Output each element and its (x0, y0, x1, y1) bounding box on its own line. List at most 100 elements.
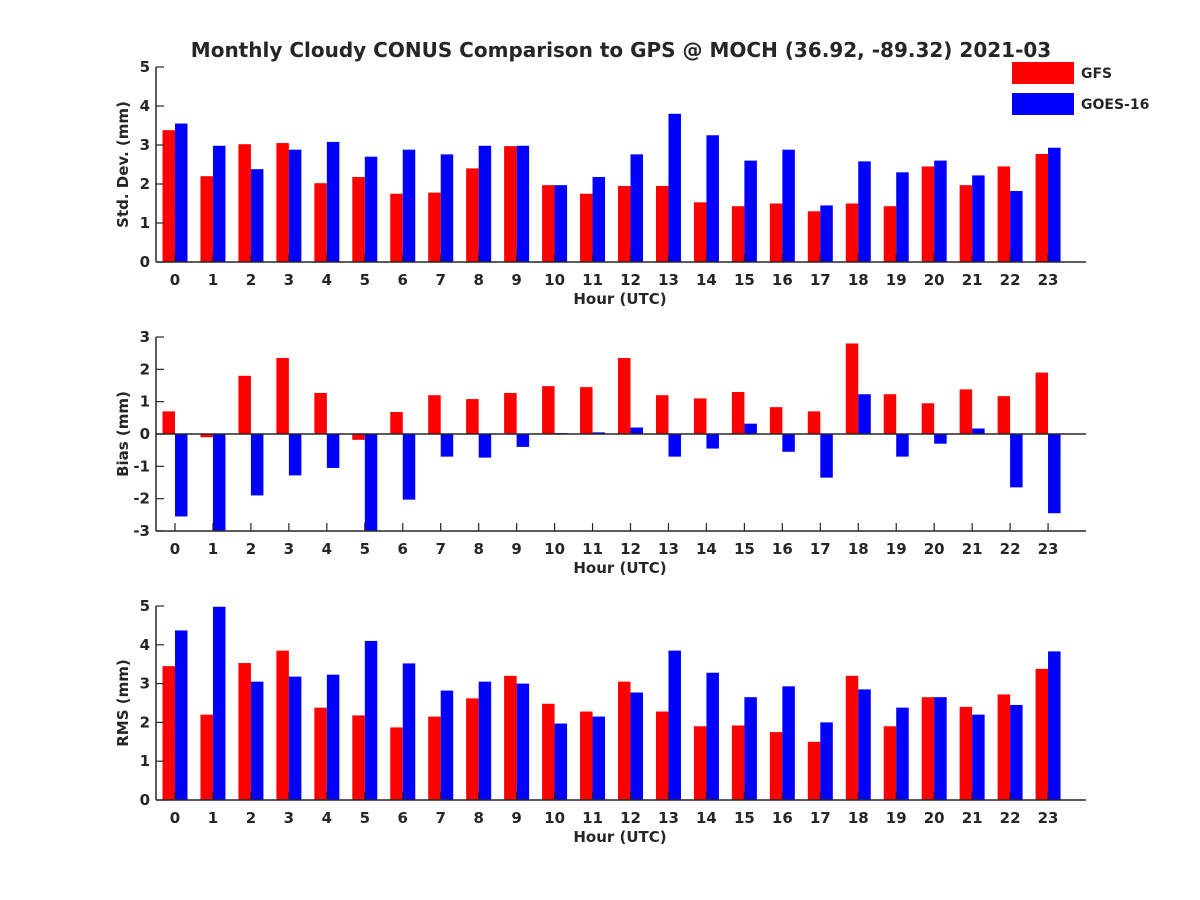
bar-goes-16-hour-8 (478, 681, 492, 800)
y-tick-label: 3 (140, 328, 150, 346)
bar-goes-16-hour-10 (554, 185, 568, 262)
bar-goes-16-hour-1 (212, 606, 226, 800)
bar-gfs-hour-9 (504, 392, 517, 434)
bar-gfs-hour-14 (693, 398, 707, 434)
bar-gfs-hour-8 (466, 698, 479, 800)
bar-goes-16-hour-15 (744, 697, 757, 800)
x-tick-label: 22 (1000, 540, 1021, 558)
legend-swatch-gfs (1012, 62, 1074, 84)
bar-goes-16-hour-11 (592, 176, 606, 262)
x-tick-label: 15 (734, 809, 755, 827)
y-axis-label: Bias (mm) (114, 391, 132, 477)
y-tick-label: 5 (140, 597, 150, 615)
y-tick-label: 0 (140, 791, 150, 809)
legend: GFS GOES-16 (1012, 62, 1149, 115)
x-tick-label: 12 (620, 809, 641, 827)
bar-gfs-hour-20 (921, 166, 935, 262)
bar-gfs-hour-10 (542, 386, 555, 434)
bar-goes-16-hour-4 (326, 674, 340, 800)
bar-goes-16-hour-23 (1048, 651, 1061, 800)
x-tick-label: 1 (208, 271, 218, 289)
x-tick-label: 9 (511, 809, 521, 827)
bar-gfs-hour-10 (542, 185, 555, 262)
bar-goes-16-hour-19 (896, 172, 909, 262)
x-tick-label: 4 (322, 809, 332, 827)
bar-goes-16-hour-9 (516, 683, 530, 800)
x-tick-label: 14 (696, 540, 717, 558)
bar-goes-16-hour-22 (1010, 434, 1023, 488)
bar-gfs-hour-17 (807, 211, 821, 262)
x-axis-label: Hour (UTC) (573, 290, 666, 308)
bar-gfs-hour-9 (504, 675, 517, 800)
x-tick-label: 20 (924, 540, 945, 558)
bar-goes-16-hour-21 (972, 175, 985, 262)
y-tick-label: 2 (140, 360, 150, 378)
bar-gfs-hour-15 (731, 391, 745, 434)
bar-goes-16-hour-16 (782, 434, 795, 452)
bar-goes-16-hour-0 (175, 630, 188, 800)
x-tick-label: 14 (696, 271, 717, 289)
bar-goes-16-hour-5 (364, 156, 378, 262)
bar-gfs-hour-4 (314, 392, 327, 434)
bar-goes-16-hour-12 (630, 427, 644, 434)
chart-title: Monthly Cloudy CONUS Comparison to GPS @… (191, 38, 1051, 62)
x-tick-label: 4 (322, 271, 332, 289)
bar-goes-16-hour-14 (706, 672, 719, 800)
bar-goes-16-hour-13 (668, 113, 681, 262)
y-tick-label: 1 (140, 393, 150, 411)
x-tick-label: 23 (1038, 271, 1059, 289)
x-tick-label: 8 (473, 809, 483, 827)
x-tick-label: 2 (246, 540, 256, 558)
bar-gfs-hour-0 (162, 411, 175, 434)
x-tick-label: 13 (658, 271, 679, 289)
y-tick-label: 5 (140, 58, 150, 76)
x-tick-label: 13 (658, 809, 679, 827)
bar-goes-16-hour-8 (478, 145, 492, 262)
bar-goes-16-hour-14 (706, 434, 719, 449)
bar-gfs-hour-18 (845, 343, 859, 434)
y-tick-label: 3 (140, 136, 150, 154)
bar-goes-16-hour-20 (934, 697, 947, 800)
bar-gfs-hour-6 (390, 727, 403, 800)
x-tick-label: 15 (734, 540, 755, 558)
bar-gfs-hour-7 (428, 716, 441, 800)
bar-gfs-hour-7 (428, 192, 441, 262)
bar-gfs-hour-23 (1035, 372, 1049, 434)
bar-goes-16-hour-22 (1010, 704, 1023, 800)
bar-goes-16-hour-5 (364, 434, 378, 531)
bar-goes-16-hour-12 (630, 692, 644, 800)
bar-goes-16-hour-7 (440, 434, 454, 457)
bar-gfs-hour-5 (352, 176, 365, 262)
bar-gfs-hour-8 (466, 168, 479, 262)
x-tick-label: 23 (1038, 809, 1059, 827)
y-tick-label: 0 (140, 253, 150, 271)
bar-gfs-hour-22 (997, 396, 1011, 434)
bar-goes-16-hour-9 (516, 145, 530, 262)
bar-goes-16-hour-17 (820, 434, 833, 478)
x-tick-label: 17 (810, 540, 831, 558)
bar-gfs-hour-14 (693, 726, 707, 800)
bar-gfs-hour-16 (769, 732, 783, 800)
bar-gfs-hour-13 (655, 711, 669, 800)
x-tick-label: 10 (544, 271, 565, 289)
x-tick-label: 3 (284, 271, 294, 289)
bar-gfs-hour-22 (997, 166, 1011, 262)
x-tick-label: 2 (246, 809, 256, 827)
bar-goes-16-hour-19 (896, 434, 909, 457)
bar-gfs-hour-19 (883, 206, 897, 262)
y-tick-label: 2 (140, 175, 150, 193)
y-axis-label: Std. Dev. (mm) (114, 101, 132, 228)
bar-gfs-hour-10 (542, 703, 555, 800)
bar-goes-16-hour-20 (934, 434, 947, 444)
y-tick-label: 2 (140, 713, 150, 731)
bar-goes-16-hour-4 (326, 141, 340, 262)
x-tick-label: 9 (511, 540, 521, 558)
bar-goes-16-hour-15 (744, 160, 757, 262)
x-tick-label: 13 (658, 540, 679, 558)
x-tick-label: 8 (473, 271, 483, 289)
x-tick-label: 5 (360, 809, 370, 827)
x-tick-label: 22 (1000, 271, 1021, 289)
